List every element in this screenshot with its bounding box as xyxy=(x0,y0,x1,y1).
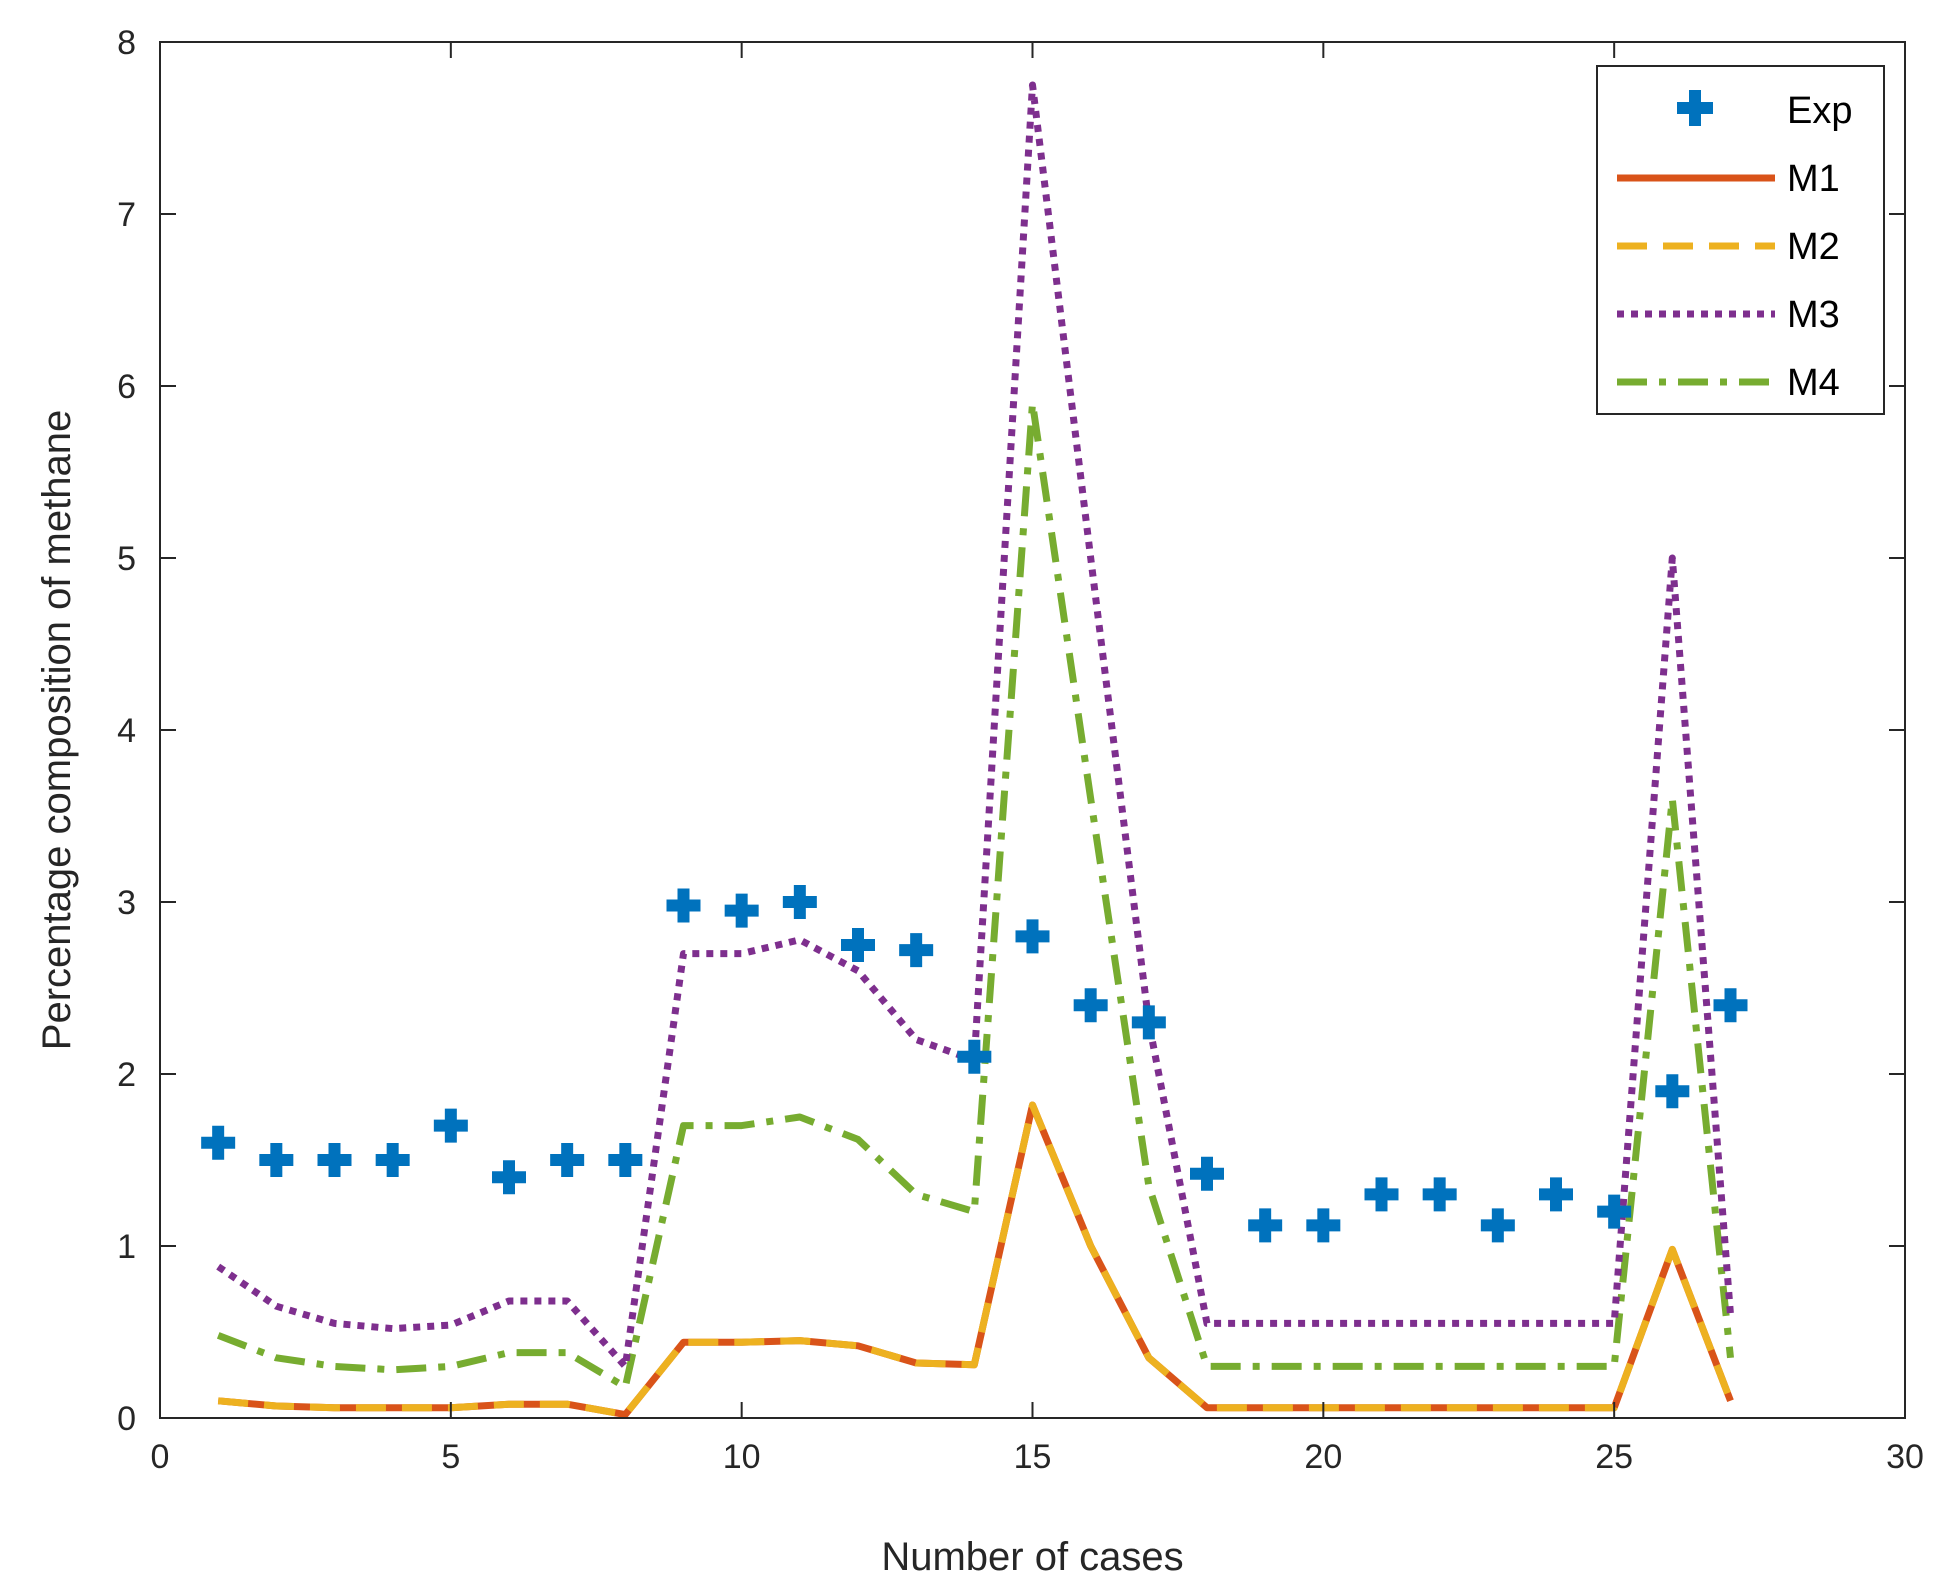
y-tick-label: 5 xyxy=(117,540,136,578)
y-tick-label: 6 xyxy=(117,368,136,406)
exp-point xyxy=(1073,988,1108,1023)
x-tick-label: 15 xyxy=(1014,1438,1052,1476)
legend-box xyxy=(1596,65,1885,415)
exp-point xyxy=(1015,919,1050,954)
legend-swatch-exp xyxy=(1677,90,1713,126)
exp-point xyxy=(899,933,934,968)
exp-point xyxy=(375,1143,410,1177)
series-m2-line xyxy=(217,1101,1734,1419)
exp-point xyxy=(492,1160,526,1195)
y-tick-label: 4 xyxy=(117,712,136,750)
exp-point xyxy=(259,1143,294,1177)
exp-point xyxy=(724,893,759,928)
exp-point xyxy=(1131,1005,1166,1040)
legend-label-m1: M1 xyxy=(1787,158,1840,200)
exp-point xyxy=(782,885,817,919)
exp-point xyxy=(201,1125,236,1160)
exp-point xyxy=(1306,1208,1341,1243)
exp-point xyxy=(550,1143,585,1177)
y-tick-label: 3 xyxy=(117,884,136,922)
exp-point xyxy=(666,888,701,923)
exp-point xyxy=(1597,1194,1632,1229)
x-tick-label: 5 xyxy=(441,1438,460,1476)
series-exp-markers xyxy=(201,885,1748,1243)
exp-point xyxy=(1480,1208,1515,1243)
x-tick-label: 25 xyxy=(1595,1438,1633,1476)
exp-point xyxy=(1190,1156,1224,1191)
x-tick-label: 10 xyxy=(723,1438,761,1476)
y-tick-label: 7 xyxy=(117,196,136,234)
legend-entry-m3: M3 xyxy=(1617,294,1840,336)
x-axis-label: Number of cases xyxy=(881,1535,1183,1579)
exp-point xyxy=(608,1143,643,1177)
y-tick-label: 0 xyxy=(117,1400,136,1438)
legend-label-m3: M3 xyxy=(1787,294,1840,336)
x-tick-label: 0 xyxy=(151,1438,170,1476)
x-tick-label: 30 xyxy=(1886,1438,1924,1476)
y-tick-label: 8 xyxy=(117,24,136,62)
y-axis-label: Percentage composition of methane xyxy=(35,410,79,1050)
exp-point xyxy=(317,1143,352,1177)
exp-point xyxy=(841,928,875,962)
y-tick-label: 1 xyxy=(117,1228,136,1266)
x-tick-label: 20 xyxy=(1304,1438,1342,1476)
legend-label-m2: M2 xyxy=(1787,226,1840,268)
exp-point xyxy=(1713,988,1748,1023)
legend-entry-m4: M4 xyxy=(1617,362,1840,404)
legend-entry-exp: Exp xyxy=(1677,90,1852,132)
legend-entry-m2: M2 xyxy=(1617,226,1840,268)
exp-point xyxy=(957,1039,992,1074)
legend-label-m4: M4 xyxy=(1787,362,1840,404)
exp-point xyxy=(433,1108,468,1143)
y-tick-label: 2 xyxy=(117,1056,136,1094)
legend-entry-m1: M1 xyxy=(1617,158,1840,200)
exp-point xyxy=(1422,1177,1457,1212)
exp-point xyxy=(1539,1177,1573,1212)
series-m4-line xyxy=(216,399,1734,1391)
legend-label-exp: Exp xyxy=(1787,90,1852,132)
exp-point xyxy=(1364,1177,1399,1212)
exp-point xyxy=(1248,1208,1283,1243)
exp-point xyxy=(1655,1074,1690,1109)
